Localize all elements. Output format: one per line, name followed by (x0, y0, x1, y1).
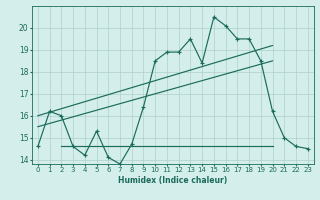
X-axis label: Humidex (Indice chaleur): Humidex (Indice chaleur) (118, 176, 228, 185)
